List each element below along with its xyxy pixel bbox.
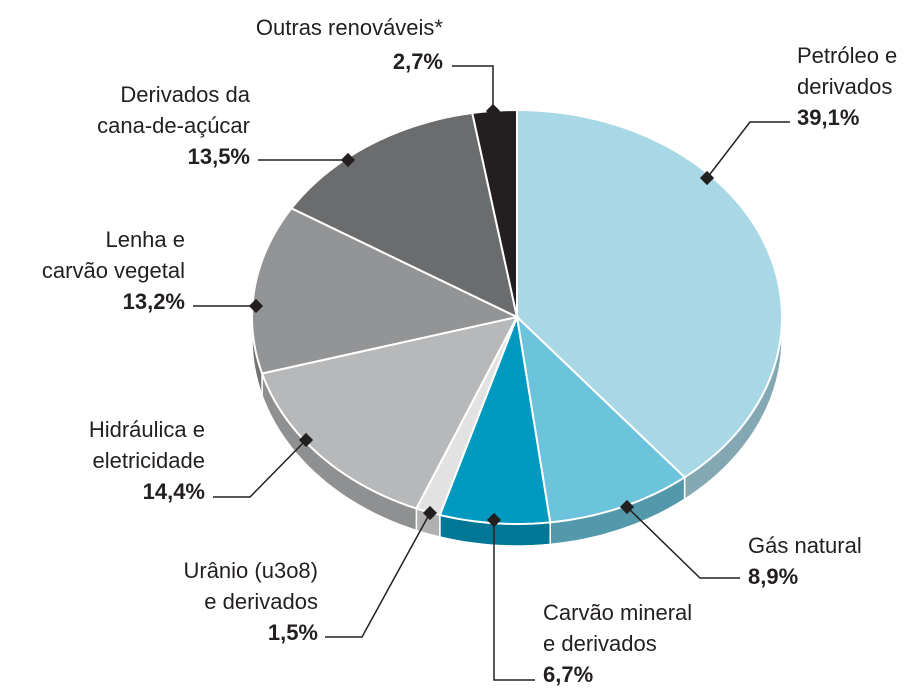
leader-line (626, 506, 740, 579)
value-label: 2,7% (392, 49, 443, 74)
slice-label: Outras renováveis* 2,7% (256, 12, 443, 77)
leader-marker (486, 512, 502, 528)
leader-marker (298, 432, 314, 448)
value-label: 14,4% (142, 479, 205, 504)
category-label: Derivados da cana-de-açúcar (97, 82, 250, 138)
leader-line (325, 512, 431, 638)
value-label: 39,1% (797, 105, 860, 130)
slice-label: Urânio (u3o8) e derivados 1,5% (183, 555, 318, 648)
value-label: 1,5% (267, 620, 318, 645)
slice-label: Derivados da cana-de-açúcar 13,5% (97, 79, 250, 172)
category-label: Petróleo e derivados (797, 43, 898, 99)
category-label: Gás natural (748, 533, 862, 558)
category-label: Carvão mineral e derivados (543, 600, 693, 656)
leader-marker (248, 298, 264, 314)
category-label: Outras renováveis* (255, 15, 443, 40)
leader-marker (485, 103, 501, 119)
slice-label: Hidráulica e eletricidade 14,4% (89, 414, 205, 507)
leader-line (452, 65, 494, 111)
value-label: 8,9% (748, 564, 799, 589)
slice-label: Gás natural 8,9% (748, 530, 862, 592)
slice-label: Carvão mineral e derivados 6,7% (543, 597, 692, 689)
leader-marker (619, 499, 635, 515)
category-label: Hidráulica e eletricidade (88, 417, 205, 473)
leader-line (706, 121, 790, 179)
leader-line (493, 520, 535, 681)
value-label: 6,7% (543, 662, 594, 687)
pie-slice (260, 315, 519, 510)
pie-slice (250, 207, 521, 375)
value-label: 13,5% (187, 144, 250, 169)
leader-marker (422, 505, 438, 521)
leader-marker (699, 170, 715, 186)
value-label: 13,2% (122, 289, 185, 314)
category-label: Lenha e carvão vegetal (41, 227, 185, 283)
slice-label: Lenha e carvão vegetal 13,2% (42, 224, 185, 317)
leader-line (213, 439, 307, 498)
pie-slice (516, 108, 783, 479)
category-label: Urânio (u3o8) e derivados (183, 558, 318, 614)
leader-marker (340, 152, 356, 168)
slice-label: Petróleo e derivados 39,1% (797, 40, 897, 133)
